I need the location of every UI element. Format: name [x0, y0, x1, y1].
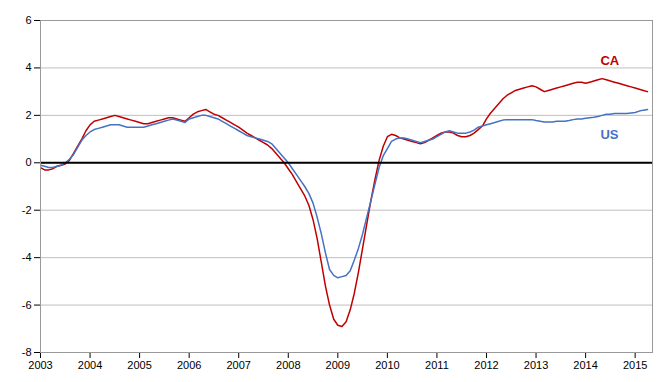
svg-text:-2: -2 [22, 204, 32, 216]
svg-text:2011: 2011 [425, 359, 449, 371]
svg-text:6: 6 [25, 14, 31, 26]
svg-text:US: US [600, 126, 618, 141]
svg-text:4: 4 [25, 61, 31, 73]
svg-text:0: 0 [25, 156, 31, 168]
svg-text:2009: 2009 [326, 359, 350, 371]
svg-text:2007: 2007 [226, 359, 250, 371]
svg-text:2014: 2014 [573, 359, 597, 371]
svg-text:2015: 2015 [623, 359, 647, 371]
svg-text:2013: 2013 [524, 359, 548, 371]
svg-text:2008: 2008 [276, 359, 300, 371]
svg-text:CA: CA [600, 53, 619, 68]
svg-text:2012: 2012 [474, 359, 498, 371]
svg-text:-8: -8 [22, 346, 32, 358]
svg-text:2004: 2004 [78, 359, 102, 371]
svg-text:2003: 2003 [28, 359, 52, 371]
svg-text:-4: -4 [22, 251, 32, 263]
svg-text:-6: -6 [22, 299, 32, 311]
svg-text:2: 2 [25, 109, 31, 121]
svg-text:2005: 2005 [127, 359, 151, 371]
svg-text:2006: 2006 [177, 359, 201, 371]
svg-text:2010: 2010 [375, 359, 399, 371]
